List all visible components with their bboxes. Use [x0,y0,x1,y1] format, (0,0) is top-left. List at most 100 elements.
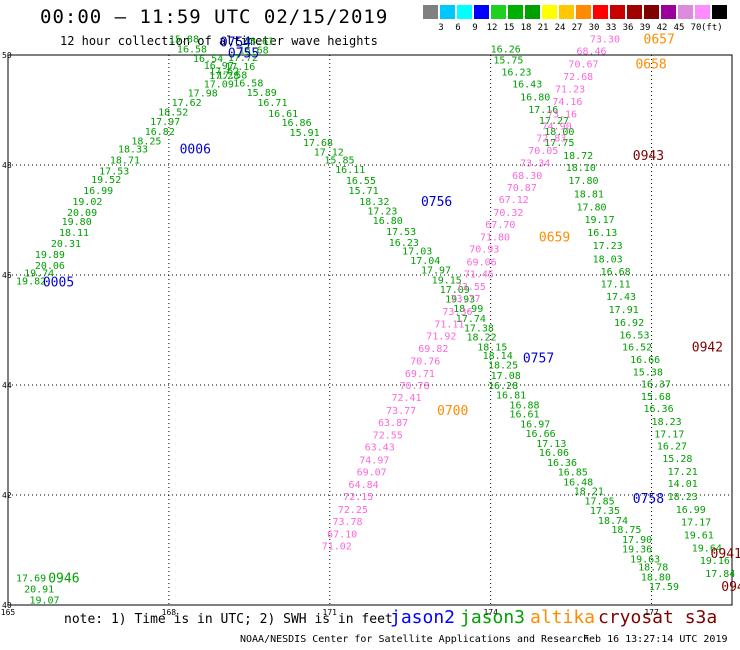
wave-height-value-jason3: 16.99 [676,505,706,516]
wave-height-value-jason3: 17.11 [601,279,631,290]
color-scale-label: 6 [455,23,461,33]
wave-height-value-altika: 69.07 [357,467,387,478]
wave-height-value-jason3: 18.80 [641,572,671,583]
wave-height-value-jason3: 17.80 [568,176,598,187]
wave-height-value-jason3: 15.88 [169,35,199,46]
wave-height-value-jason3: 16.52 [622,343,652,354]
wave-height-value-jason3: 16.58 [177,44,207,55]
wave-height-value-jason3: 16.92 [614,318,644,329]
wave-height-value-jason3: 19.02 [72,197,102,208]
track-time-label: 0700 [437,404,468,419]
wave-height-value-jason3: 16.66 [630,355,660,366]
track-time-label: 0758 [633,492,664,507]
timestamp-text: Feb 16 13:27:14 UTC 2019 [583,634,728,645]
color-swatch [712,5,727,19]
wave-height-value-jason3: 18.15 [477,343,507,354]
wave-height-value-jason3: 18.25 [488,361,518,372]
wave-height-value-jason3: 16.36 [547,458,577,469]
wave-height-value-altika: 68.46 [576,47,606,58]
chart-subtitle: 12 hour collection of altimeter wave hei… [60,34,378,48]
x-tick-label: 174 [483,608,498,617]
color-scale-label: 36 [622,23,634,33]
wave-height-value-jason3: 17.72 [228,53,258,64]
wave-height-value-jason3: 20.06 [35,261,65,272]
wave-height-value-jason3: 17.17 [681,517,711,528]
color-swatch [457,5,472,19]
y-tick-label: 44 [2,381,12,390]
wave-height-value-jason3: 16.88 [509,400,539,411]
color-scale-label: 45 [673,23,685,33]
wave-height-value-jason3: 16.26 [491,44,521,55]
wave-height-value-jason3: 16.68 [601,267,631,278]
wave-height-value-altika: 70.32 [493,208,523,219]
wave-height-value-jason3: 16.37 [641,379,671,390]
wave-height-value-jason3: 17.75 [544,138,574,149]
wave-height-value-jason3: 18.74 [598,516,628,527]
wave-height-value-altika: 74.16 [552,97,582,108]
wave-height-value-altika: 71.80 [480,233,510,244]
wave-height-value-jason3: 17.21 [668,467,698,478]
wave-height-value-jason3: 18.61 [244,37,274,48]
wave-height-value-altika: 70.93 [469,245,499,256]
wave-height-value-jason3: 16.61 [509,410,539,421]
wave-height-value-altika: 73.55 [456,282,486,293]
color-swatch [661,5,676,19]
wave-height-value-jason3: 19.64 [692,543,722,554]
color-swatch [423,5,438,19]
wave-height-value-jason3: 18.81 [574,190,604,201]
color-scale-label: 24 [554,23,566,33]
wave-height-value-altika: 69.06 [467,257,497,268]
track-time-label: 0941 [711,547,740,562]
wave-height-value-jason3: 19.17 [585,215,615,226]
wave-height-value-altika: 70.67 [568,59,598,70]
wave-height-value-altika: 71.11 [434,319,464,330]
wave-height-value-jason3: 18.75 [611,525,641,536]
y-tick-label: 42 [2,491,12,500]
wave-height-value-jason3: 18.22 [467,333,497,344]
track-time-label: 0657 [644,33,675,48]
wave-height-value-altika: 70.78 [399,381,429,392]
wave-height-value-jason3: 17.09 [440,285,470,296]
wave-height-value-jason3: 17.23 [367,207,397,218]
wave-height-value-jason3: 16.54 [193,54,223,65]
wave-height-value-jason3: 17.09 [204,80,234,91]
color-swatch [576,5,591,19]
track-time-label: 0757 [523,352,554,367]
color-swatch [440,5,455,19]
wave-height-value-jason3: 18.72 [563,151,593,162]
wave-height-value-jason3: 19.16 [700,556,730,567]
wave-height-value-altika: 71.45 [464,269,494,280]
wave-height-value-jason3: 18.03 [593,255,623,266]
color-scale-label: 27 [571,23,583,33]
color-swatch [627,5,642,19]
wave-height-value-jason3: 17.91 [609,305,639,316]
track-time-label: 0006 [180,143,211,158]
wave-height-value-jason3: 19.63 [630,554,660,565]
plot-frame [7,54,733,606]
wave-height-value-jason3: 18.71 [110,156,140,167]
wave-height-value-jason3: 16.86 [282,118,312,129]
wave-height-value-altika: 71.92 [426,332,456,343]
wave-height-value-jason3: 16.06 [539,448,569,459]
chart-title: 00:00 – 11:59 UTC 02/15/2019 [40,6,389,28]
color-swatch [525,5,540,19]
wave-height-value-jason3: 17.08 [491,371,521,382]
track-time-label: 0755 [228,46,259,61]
color-swatch [542,5,557,19]
track-time-label: 0942 [692,341,723,356]
wave-height-value-jason3: 20.31 [51,239,81,250]
wave-height-value-altika: 71.23 [555,85,585,96]
wave-height-value-jason3: 20.09 [67,208,97,219]
wave-height-value-jason3: 17.53 [99,167,129,178]
wave-height-value-jason3: 17.35 [590,506,620,517]
wave-height-value-jason3: 19.15 [432,275,462,286]
wave-height-value-jason3: 18.99 [453,304,483,315]
wave-height-value-jason3: 15.89 [247,88,277,99]
wave-height-value-jason3: 18.78 [638,563,668,574]
wave-height-value-jason3: 17.12 [314,147,344,158]
wave-height-value-altika: 74.90 [542,121,572,132]
wave-height-value-altika: 63.43 [365,443,395,454]
track-time-label: 0754 [220,35,251,50]
wave-height-value-jason3: 17.74 [456,314,486,325]
